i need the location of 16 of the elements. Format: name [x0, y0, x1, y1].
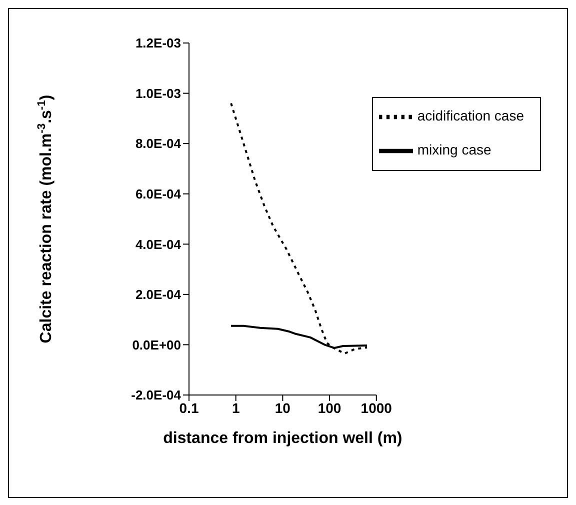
y-tick-label: 2.0E-04	[135, 287, 182, 302]
x-axis-title: distance from injection well (m)	[163, 430, 402, 447]
y-tick-label: 0.0E+00	[132, 337, 181, 352]
y-tick-label: 1.2E-03	[135, 36, 181, 51]
y-tick-label: 1.0E-03	[135, 86, 181, 101]
y-tick-label: 6.0E-04	[135, 186, 182, 202]
y-tick-label: 4.0E-04	[135, 236, 182, 252]
x-tick-label: 1000	[360, 400, 392, 416]
y-tick-label: -2.0E-04	[131, 388, 182, 403]
y-tick-label: 8.0E-04	[135, 136, 182, 152]
legend-label: mixing case	[417, 142, 492, 158]
x-tick-label: 0.1	[179, 400, 199, 416]
legend-label: acidification case	[417, 108, 524, 124]
x-tick-label: 10	[274, 400, 291, 416]
x-tick-label: 100	[318, 400, 342, 416]
x-tick-label: 1	[232, 400, 240, 416]
